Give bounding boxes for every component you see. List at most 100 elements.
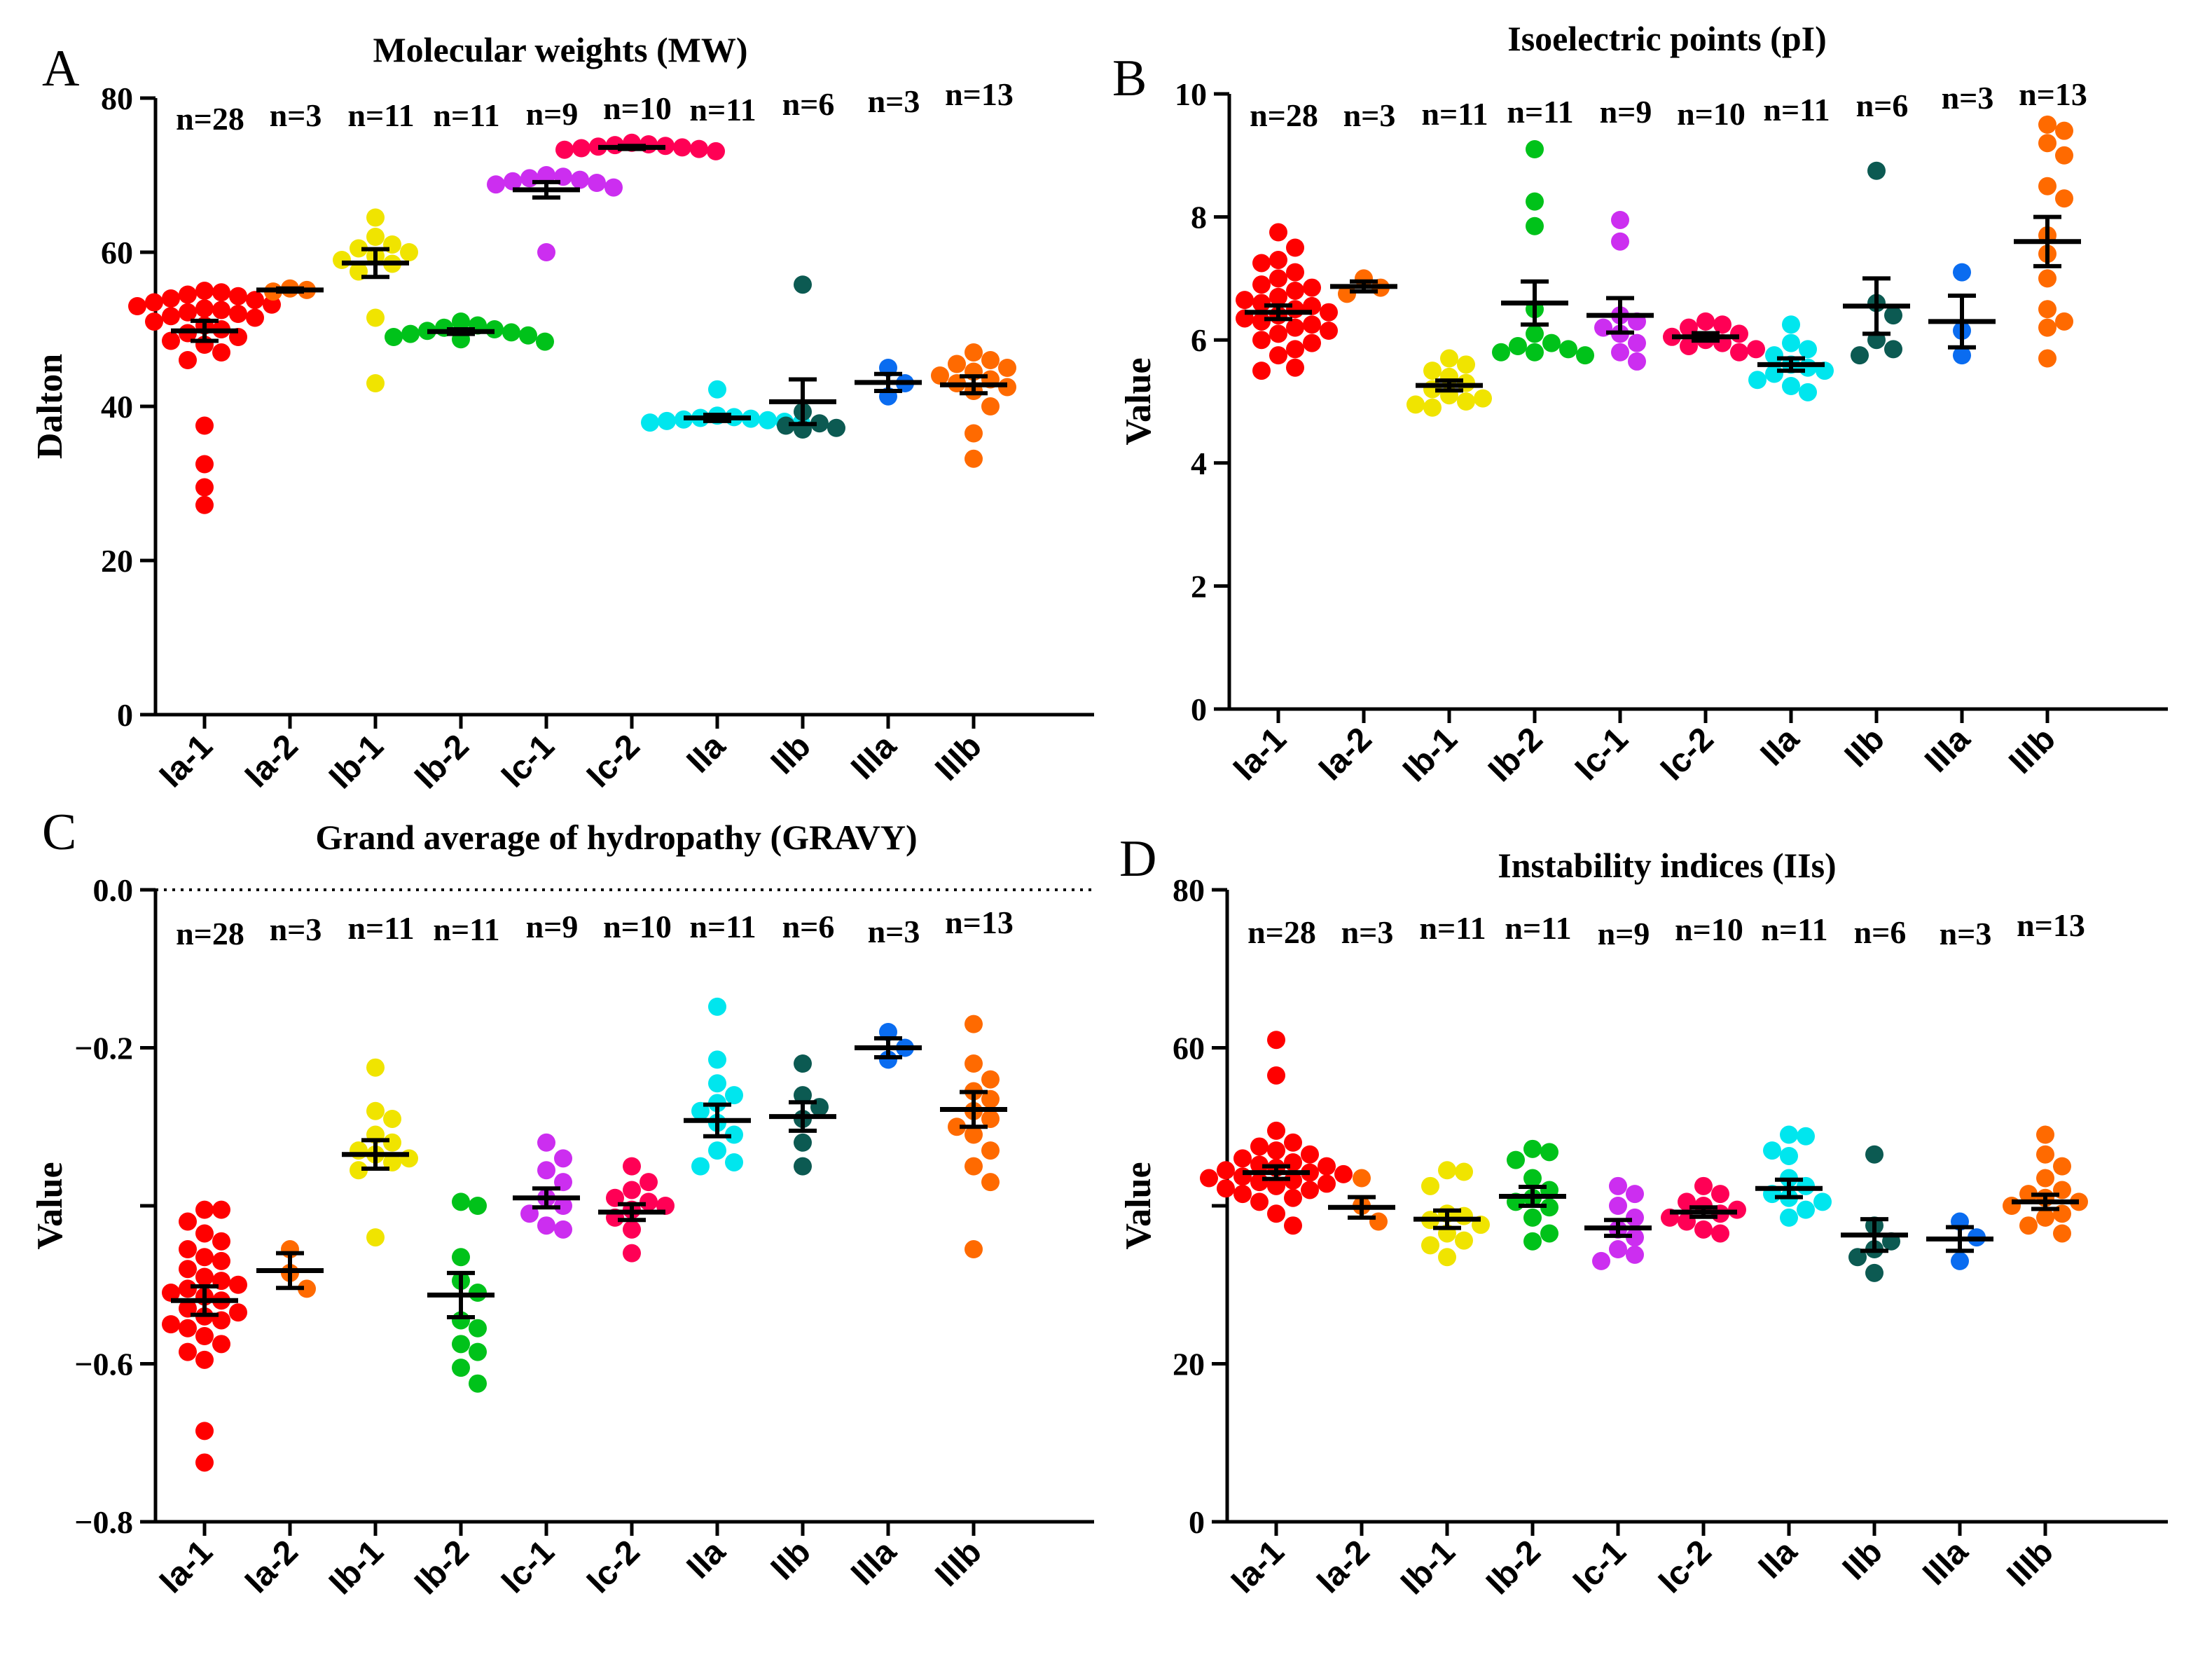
data-point [1303,334,1321,352]
data-point [1626,1185,1644,1204]
series-IIIa [1928,263,1996,365]
data-point [366,374,385,392]
y-tick-label: 0 [1191,692,1207,727]
panel-letter: C [42,804,76,861]
n-count-label: n=3 [868,83,920,119]
data-point [383,1133,401,1152]
data-point [1286,281,1304,300]
data-point [623,1220,641,1239]
data-point [229,1275,247,1294]
data-point [1252,312,1271,331]
data-point [1421,1236,1439,1255]
series-IIIa [1926,1212,1993,1270]
data-point [1284,1133,1302,1152]
data-point [1609,1240,1627,1259]
n-count-label: n=28 [1250,97,1318,133]
data-point [537,166,555,184]
data-point [1747,340,1765,359]
data-point [195,416,214,435]
x-tick-label: IIIa [844,727,904,787]
y-tick-label: 10 [1175,76,1207,112]
data-point [195,1350,214,1369]
data-point [2036,1125,2054,1144]
data-point [1765,364,1783,383]
x-tick-label: Ib-1 [322,1533,391,1602]
chart-title: Instability indices (IIs) [1498,846,1836,885]
data-point [195,1453,214,1472]
series-IIIb [2014,115,2081,368]
data-point [1233,1149,1252,1168]
data-point [452,1248,470,1267]
x-tick-label: IIa [680,1533,733,1586]
n-count-label: n=6 [782,909,835,944]
data-point [2053,1224,2071,1243]
data-point [350,1161,368,1180]
data-point [1252,362,1271,380]
data-point [1799,358,1817,377]
series-IIIb [2003,1125,2088,1243]
data-point [212,283,230,302]
data-point [965,449,983,468]
data-point [1301,1145,1319,1164]
x-tick-label: Ib-2 [408,1533,476,1602]
data-point [469,1319,487,1338]
data-point [604,178,623,197]
data-point [1269,223,1287,242]
series-Ia-2 [1330,269,1397,303]
n-count-label: n=3 [270,97,322,133]
data-point [1492,343,1510,362]
y-tick-label: 80 [1173,872,1205,908]
n-count-label: n=10 [1675,912,1743,947]
data-point [1369,1212,1388,1231]
data-point [572,139,590,158]
data-point [366,208,385,227]
data-point [1217,1161,1235,1180]
n-count-label: n=9 [526,96,579,132]
series-Ia-1 [128,282,281,514]
n-count-label: n=3 [1940,916,1992,951]
data-point [1267,1031,1285,1050]
chart-title: Isoelectric points (pI) [1507,19,1827,58]
data-point [400,243,418,261]
data-point [195,1200,214,1219]
n-count-label: n=13 [2019,76,2087,112]
data-point [1250,1173,1269,1192]
series-Ib-1 [1406,349,1492,417]
n-count-label: n=13 [2017,907,2085,943]
data-point [2055,312,2073,331]
data-point [520,169,539,188]
data-point [128,297,146,315]
data-point [1423,398,1442,417]
data-point [1611,210,1629,229]
data-point [366,1058,385,1077]
data-point [179,1342,197,1361]
data-point [2038,300,2057,319]
x-tick-label: Ic-1 [1568,720,1636,788]
data-point [1628,352,1646,371]
data-point [179,1212,197,1231]
data-point [537,1216,555,1235]
data-point [725,1153,743,1171]
data-point [810,414,829,433]
data-point [1526,216,1544,235]
n-count-label: n=13 [945,76,1014,112]
x-tick-label: IIa [1752,1533,1804,1586]
data-point [965,1015,983,1033]
data-point [2019,1185,2038,1204]
data-point [145,312,163,331]
data-point [1438,1248,1456,1267]
n-count-label: n=28 [176,101,244,137]
series-Ib-1 [342,1058,418,1247]
data-point [759,411,777,429]
n-count-label: n=10 [603,909,672,944]
data-point [1233,1185,1252,1204]
data-point [537,243,555,261]
x-tick-label: Ib-1 [1394,1533,1463,1602]
data-point [1303,315,1321,334]
data-point [195,478,214,497]
data-point [1267,1176,1285,1195]
data-point [1267,1121,1285,1140]
data-point [998,359,1016,377]
data-point [1267,1066,1285,1085]
x-tick-label: Ib-2 [1481,720,1550,789]
